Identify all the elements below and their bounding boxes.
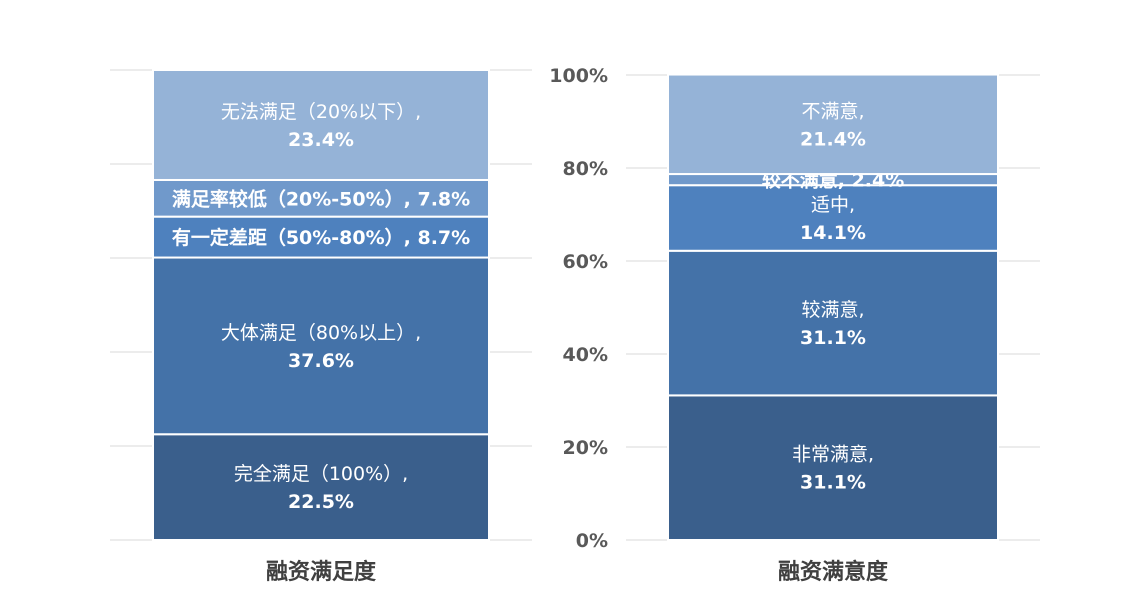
segment-label: 大体满足（80%以上）, [221, 322, 421, 344]
bar-segment [667, 73, 999, 176]
bar-segment [152, 69, 490, 181]
segment-label: 无法满足（20%以下）, [221, 101, 421, 123]
segment-label: 适中, [811, 194, 855, 216]
category-label: 融资满意度 [778, 559, 889, 585]
segment-label: 不满意, [801, 100, 864, 122]
segment-label: 非常满意, [792, 444, 874, 466]
y-tick-label: 80% [563, 158, 608, 180]
bar-segment [667, 249, 999, 397]
category-label: 融资满足度 [266, 559, 377, 585]
y-tick-label: 20% [563, 437, 608, 459]
segment-label: 完全满足（100%）, [234, 463, 408, 485]
bar-segment [152, 433, 490, 541]
bar-segment [152, 215, 490, 259]
y-tick-label: 60% [563, 251, 608, 273]
y-tick-label: 100% [549, 65, 608, 87]
segment-label: 31.1% [800, 327, 866, 349]
segment-label: 满足率较低（20%-50%）, 7.8% [172, 187, 470, 210]
segment-label: 21.4% [800, 128, 866, 150]
segment-label: 22.5% [288, 491, 354, 513]
segment-label: 有一定差距（50%-80%）, 8.7% [172, 226, 470, 249]
y-tick-label: 0% [576, 530, 608, 552]
segment-label: 31.1% [800, 472, 866, 494]
bar-segment [667, 394, 999, 542]
segment-label: 较满意, [801, 299, 864, 321]
segment-label: 23.4% [288, 129, 354, 151]
bar-segment [152, 256, 490, 436]
segment-label: 14.1% [800, 222, 866, 244]
y-tick-label: 40% [563, 344, 608, 366]
bar-segment [152, 178, 490, 218]
segment-label: 37.6% [288, 350, 354, 372]
